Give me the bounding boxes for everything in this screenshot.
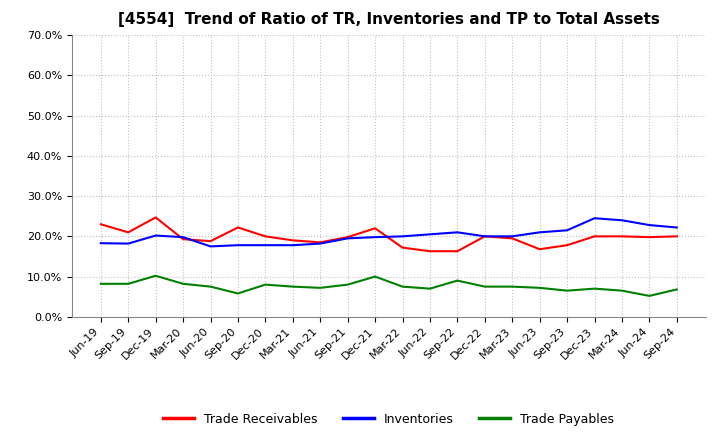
Trade Receivables xyxy=(289,238,297,243)
Inventories xyxy=(508,234,516,239)
Inventories xyxy=(563,227,572,233)
Inventories xyxy=(261,242,270,248)
Trade Payables xyxy=(343,282,352,287)
Trade Payables xyxy=(618,288,626,293)
Trade Receivables xyxy=(206,238,215,244)
Trade Payables xyxy=(316,285,325,290)
Inventories xyxy=(96,241,105,246)
Trade Receivables xyxy=(261,234,270,239)
Trade Receivables xyxy=(316,240,325,245)
Trade Payables xyxy=(151,273,160,279)
Inventories xyxy=(124,241,132,246)
Trade Receivables xyxy=(96,222,105,227)
Inventories xyxy=(206,244,215,249)
Trade Payables xyxy=(261,282,270,287)
Trade Receivables xyxy=(398,245,407,250)
Trade Receivables xyxy=(618,234,626,239)
Inventories xyxy=(289,242,297,248)
Trade Receivables xyxy=(151,215,160,220)
Inventories xyxy=(453,230,462,235)
Line: Trade Payables: Trade Payables xyxy=(101,276,677,296)
Trade Payables xyxy=(179,281,187,286)
Trade Receivables xyxy=(233,225,242,230)
Trade Payables xyxy=(645,293,654,298)
Title: [4554]  Trend of Ratio of TR, Inventories and TP to Total Assets: [4554] Trend of Ratio of TR, Inventories… xyxy=(118,12,660,27)
Inventories xyxy=(536,230,544,235)
Trade Payables xyxy=(289,284,297,289)
Inventories xyxy=(426,232,434,237)
Trade Receivables xyxy=(179,237,187,242)
Inventories xyxy=(398,234,407,239)
Line: Inventories: Inventories xyxy=(101,218,677,246)
Trade Payables xyxy=(536,285,544,290)
Inventories xyxy=(179,235,187,240)
Trade Receivables xyxy=(508,236,516,241)
Trade Payables xyxy=(233,291,242,296)
Inventories xyxy=(316,241,325,246)
Trade Payables xyxy=(96,281,105,286)
Trade Payables xyxy=(563,288,572,293)
Line: Trade Receivables: Trade Receivables xyxy=(101,217,677,251)
Trade Payables xyxy=(672,287,681,292)
Trade Receivables xyxy=(453,249,462,254)
Trade Payables xyxy=(590,286,599,291)
Trade Receivables xyxy=(563,242,572,248)
Trade Payables xyxy=(453,278,462,283)
Trade Payables xyxy=(206,284,215,289)
Trade Receivables xyxy=(590,234,599,239)
Trade Payables xyxy=(480,284,489,289)
Trade Payables xyxy=(508,284,516,289)
Trade Receivables xyxy=(124,230,132,235)
Trade Payables xyxy=(124,281,132,286)
Trade Receivables xyxy=(536,246,544,252)
Inventories xyxy=(672,225,681,230)
Legend: Trade Receivables, Inventories, Trade Payables: Trade Receivables, Inventories, Trade Pa… xyxy=(158,407,619,430)
Inventories xyxy=(645,223,654,228)
Trade Payables xyxy=(426,286,434,291)
Inventories xyxy=(151,233,160,238)
Inventories xyxy=(371,235,379,240)
Trade Receivables xyxy=(343,235,352,240)
Inventories xyxy=(233,242,242,248)
Inventories xyxy=(618,218,626,223)
Inventories xyxy=(343,236,352,241)
Trade Receivables xyxy=(371,226,379,231)
Trade Receivables xyxy=(645,235,654,240)
Trade Receivables xyxy=(426,249,434,254)
Inventories xyxy=(480,234,489,239)
Trade Payables xyxy=(398,284,407,289)
Inventories xyxy=(590,216,599,221)
Trade Payables xyxy=(371,274,379,279)
Trade Receivables xyxy=(480,234,489,239)
Trade Receivables xyxy=(672,234,681,239)
